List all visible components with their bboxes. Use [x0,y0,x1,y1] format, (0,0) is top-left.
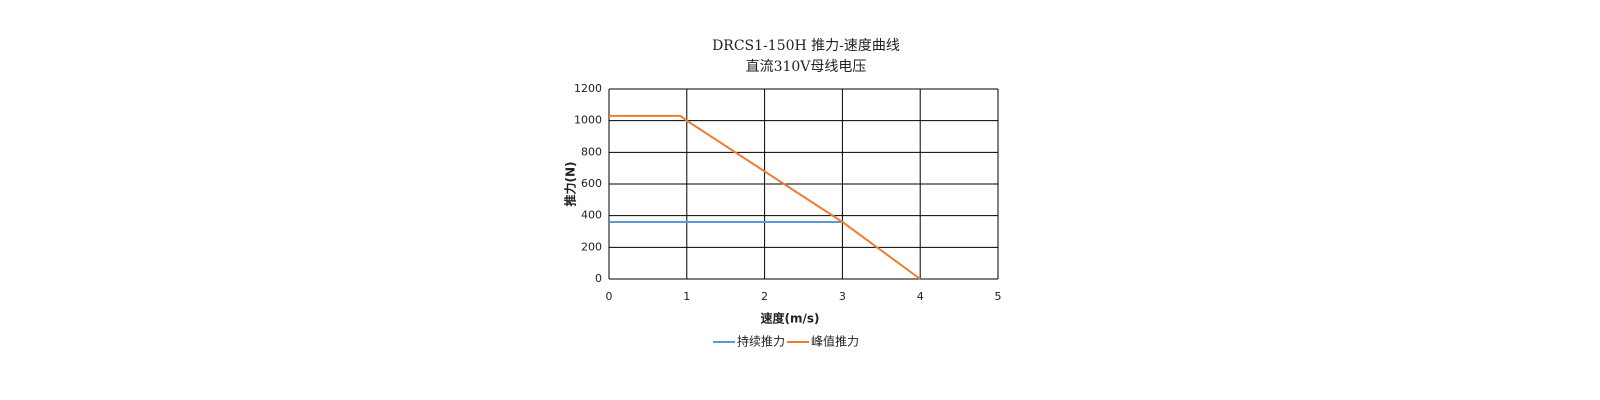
x-tick-label: 0 [606,290,613,303]
y-axis-title: 推力(N) [563,161,578,206]
y-tick-label: 600 [581,177,602,190]
series-line [609,114,921,280]
chart-title: DRCS1-150H 推力-速度曲线 [712,38,900,54]
x-tick-label: 1 [683,290,690,303]
x-tick-label: 4 [917,290,924,303]
y-tick-label: 800 [581,145,602,158]
y-tick-label: 400 [581,209,602,222]
y-tick-label: 200 [581,240,602,253]
y-tick-label: 0 [595,272,602,285]
legend-label: 峰值推力 [811,334,859,349]
x-tick-label: 2 [761,290,768,303]
y-tick-label: 1000 [574,114,602,127]
y-tick-label: 1200 [574,82,602,95]
chart-subtitle: 直流310V母线电压 [746,58,867,75]
x-axis-title: 速度(m/s) [761,311,820,326]
x-tick-label: 3 [839,290,846,303]
legend-label: 持续推力 [737,334,785,349]
x-tick-label: 5 [995,290,1002,303]
